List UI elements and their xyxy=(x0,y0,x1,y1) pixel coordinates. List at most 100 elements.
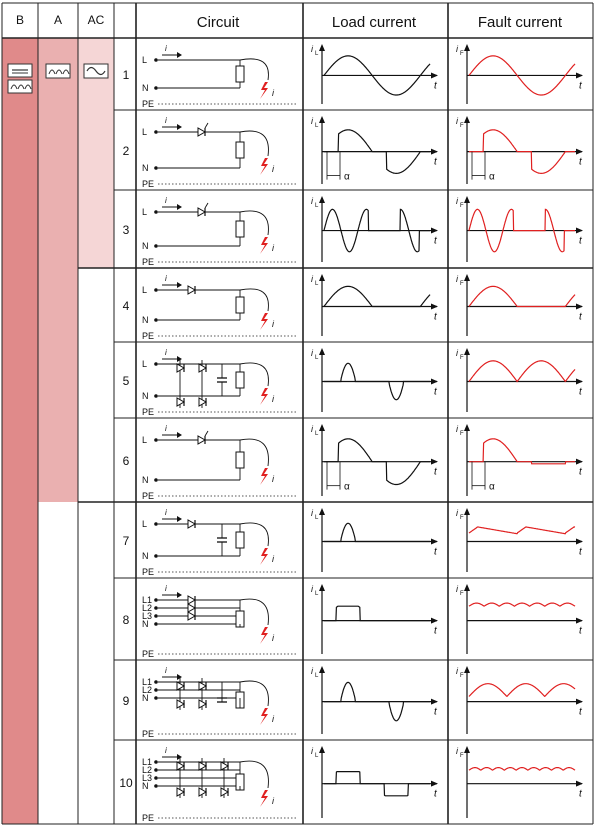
fault-current-label: i xyxy=(272,554,275,564)
current-label: i xyxy=(165,116,167,125)
bridge-diode-icon xyxy=(198,787,208,797)
fault-current-label: i xyxy=(272,714,275,724)
thyristor-icon xyxy=(197,435,207,445)
load-resistor xyxy=(235,451,245,469)
fault-path xyxy=(239,130,269,157)
current-arrowhead xyxy=(177,674,182,680)
fault-current-label: i xyxy=(272,474,275,484)
axis-subscript: F xyxy=(460,591,464,597)
t-axis-label: t xyxy=(579,80,583,91)
waveform xyxy=(468,285,576,308)
fault-path xyxy=(239,288,269,312)
lightning-icon xyxy=(260,388,268,405)
gate-lead xyxy=(204,430,209,437)
y-axis-arrow xyxy=(319,584,325,591)
thyristor-icon xyxy=(197,127,207,137)
current-arrowhead xyxy=(177,432,182,438)
lightning-icon xyxy=(260,468,268,485)
load-resistor xyxy=(235,141,245,159)
x-axis-arrow xyxy=(576,458,583,465)
t-axis-label: t xyxy=(579,707,583,718)
lightning-icon xyxy=(260,158,268,175)
row-number: 9 xyxy=(123,694,130,708)
y-axis-arrow xyxy=(319,508,325,515)
row-number: 4 xyxy=(123,299,130,313)
gate-lead xyxy=(204,202,209,209)
terminal-dot xyxy=(154,680,158,684)
axis-subscript: L xyxy=(315,123,319,129)
axis-subscript: L xyxy=(315,51,319,57)
fault-path xyxy=(239,598,269,626)
t-axis-label: t xyxy=(434,387,438,398)
waveform xyxy=(324,605,430,622)
y-axis-arrow xyxy=(319,424,325,431)
terminal-dot xyxy=(154,478,158,482)
bridge-diode-icon xyxy=(198,761,208,771)
conductor-label-l3: L3 xyxy=(142,611,152,621)
conductor-label-n: N xyxy=(142,241,149,251)
bridge-diode-icon xyxy=(198,699,208,709)
conductor-label-n: N xyxy=(142,551,149,561)
terminal-dot xyxy=(154,696,158,700)
header-a: A xyxy=(54,13,62,27)
row-number: 1 xyxy=(123,68,130,82)
terminal-dot xyxy=(154,614,158,618)
current-label: i xyxy=(165,274,167,283)
terminal-dot xyxy=(154,598,158,602)
terminal-dot xyxy=(154,768,158,772)
diode-icon xyxy=(187,595,197,605)
y-axis-arrow xyxy=(464,116,470,123)
load-axis-label: i xyxy=(311,424,314,434)
axis-subscript: L xyxy=(315,431,319,437)
header-b: B xyxy=(16,13,24,27)
current-label: i xyxy=(165,508,167,517)
y-axis-arrow xyxy=(319,274,325,281)
row-number: 2 xyxy=(123,144,130,158)
gate-lead xyxy=(204,122,209,129)
load-resistor xyxy=(235,296,245,314)
fault-path xyxy=(239,438,269,467)
bridge-diode-icon xyxy=(220,761,230,771)
terminal-dot xyxy=(154,760,158,764)
waveform xyxy=(324,771,430,797)
bridge-diode-icon xyxy=(176,699,186,709)
axis-subscript: F xyxy=(460,203,464,209)
bridge-diode-icon xyxy=(198,397,208,407)
y-axis-arrow xyxy=(319,116,325,123)
t-axis-label: t xyxy=(579,236,583,247)
fault-axis-label: i xyxy=(456,584,459,594)
load-axis-label: i xyxy=(311,116,314,126)
thyristor-icon xyxy=(197,207,207,217)
conductor-label-pe: PE xyxy=(142,99,154,109)
fault-axis-label: i xyxy=(456,44,459,54)
axis-subscript: L xyxy=(315,753,319,759)
load-resistor xyxy=(235,220,245,238)
axis-subscript: F xyxy=(460,51,464,57)
axis-subscript: F xyxy=(460,355,464,361)
conductor-label-l: L xyxy=(142,285,147,295)
fault-path xyxy=(239,362,269,387)
waveform xyxy=(324,438,430,486)
lightning-icon xyxy=(260,82,268,99)
bridge-diode-icon xyxy=(198,363,208,373)
x-axis-arrow xyxy=(431,227,438,234)
conductor-label-pe: PE xyxy=(142,649,154,659)
axis-subscript: F xyxy=(460,431,464,437)
conductor-label-n: N xyxy=(142,693,149,703)
fault-current-label: i xyxy=(272,243,275,253)
y-axis-arrow xyxy=(319,348,325,355)
current-label: i xyxy=(165,424,167,433)
fault-axis-label: i xyxy=(456,116,459,126)
fault-current-label: i xyxy=(272,394,275,404)
x-axis-arrow xyxy=(431,458,438,465)
conductor-label-pe: PE xyxy=(142,407,154,417)
load-resistor xyxy=(235,65,245,83)
terminal-dot xyxy=(154,784,158,788)
